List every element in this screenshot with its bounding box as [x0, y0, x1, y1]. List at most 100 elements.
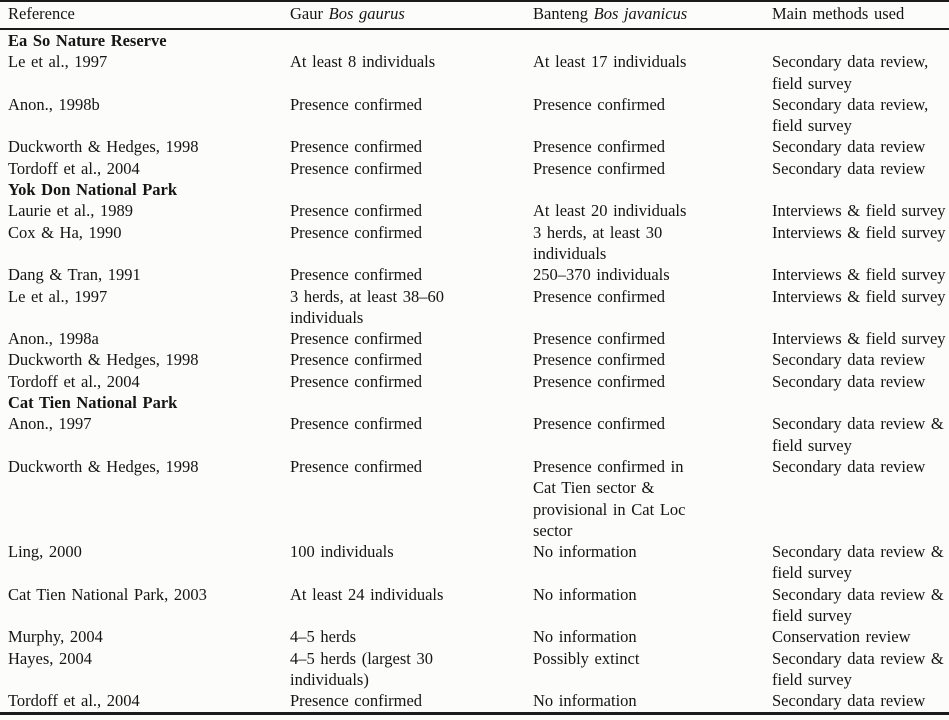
methods-cell: Secondary data review: [772, 691, 926, 711]
reference-cell: Cat Tien National Park, 2003: [8, 584, 207, 604]
table-row: Murphy, 2004 4–5 herds No information Conse…: [0, 626, 949, 647]
reference-cell: Tordoff et al., 2004: [8, 691, 140, 711]
banteng-cell: No information: [533, 542, 637, 562]
reference-cell: Le et al., 1997: [8, 52, 108, 72]
methods-cell: Interviews & field survey: [772, 222, 946, 242]
gaur-cell: 4–5 herds: [290, 627, 357, 647]
methods-cell: Interviews & field survey: [772, 265, 946, 285]
banteng-common-name: Banteng: [533, 4, 594, 24]
gaur-cell: Presence confirmed: [290, 329, 423, 349]
banteng-cell: No information: [533, 691, 637, 711]
reference-cell: Anon., 1998b: [8, 94, 100, 114]
reference-cell: Duckworth & Hedges, 1998: [8, 350, 199, 370]
section-row: Ea So Nature Reserve: [0, 29, 949, 51]
methods-cell: Secondary data review & field survey: [772, 414, 944, 455]
methods-cell: Secondary data review, field survey: [772, 52, 929, 93]
gaur-cell: Presence confirmed: [290, 350, 423, 370]
table-row: Hayes, 2004 4–5 herds (largest 30 individ…: [0, 648, 949, 691]
gaur-common-name: Gaur: [290, 4, 329, 24]
banteng-cell: Presence confirmed: [533, 94, 666, 114]
banteng-cell: 250–370 individuals: [533, 265, 670, 285]
methods-cell: Secondary data review: [772, 350, 926, 370]
banteng-cell: Presence confirmed: [533, 371, 666, 391]
gaur-cell: Presence confirmed: [290, 222, 423, 242]
methods-cell: Interviews & field survey: [772, 201, 946, 221]
column-header-gaur: Gaur Bos gaurus: [282, 1, 525, 30]
gaur-cell: Presence confirmed: [290, 456, 423, 476]
gaur-cell: Presence confirmed: [290, 137, 423, 157]
banteng-cell: At least 20 individuals: [533, 201, 687, 221]
gaur-cell: 4–5 herds (largest 30 individuals): [290, 648, 433, 689]
reference-cell: Ling, 2000: [8, 542, 82, 562]
banteng-cell: Presence confirmed: [533, 137, 666, 157]
methods-cell: Interviews & field survey: [772, 329, 946, 349]
table-row: Tordoff et al., 2004 Presence confirmed Pr…: [0, 158, 949, 179]
gaur-species-name: Bos gaurus: [328, 4, 405, 24]
section-title: Yok Don National Park: [8, 180, 178, 200]
column-header-reference: Reference: [0, 1, 282, 30]
table-row: Duckworth & Hedges, 1998 Presence confirm…: [0, 349, 949, 370]
gaur-cell: Presence confirmed: [290, 201, 423, 221]
section-title: Cat Tien National Park: [8, 393, 178, 413]
reference-cell: Duckworth & Hedges, 1998: [8, 137, 199, 157]
reference-cell: Dang & Tran, 1991: [8, 265, 141, 285]
reference-cell: Tordoff et al., 2004: [8, 371, 140, 391]
methods-cell: Secondary data review: [772, 158, 926, 178]
table-row: Anon., 1998b Presence confirmed Presence c…: [0, 94, 949, 137]
reference-cell: Tordoff et al., 2004: [8, 158, 140, 178]
column-header-methods: Main methods used: [764, 1, 949, 30]
gaur-cell: At least 8 individuals: [290, 52, 436, 72]
column-header-methods-label: Main methods used: [772, 4, 905, 24]
reference-cell: Duckworth & Hedges, 1998: [8, 456, 199, 476]
banteng-cell: Presence confirmed: [533, 350, 666, 370]
methods-cell: Conservation review: [772, 627, 911, 647]
gaur-cell: Presence confirmed: [290, 371, 423, 391]
reference-cell: Anon., 1998a: [8, 329, 99, 349]
gaur-cell: 100 individuals: [290, 542, 394, 562]
gaur-cell: Presence confirmed: [290, 691, 423, 711]
table-row: Tordoff et al., 2004 Presence confirmed Pr…: [0, 371, 949, 392]
table-row: Ling, 2000 100 individuals No information S…: [0, 541, 949, 584]
methods-cell: Secondary data review & field survey: [772, 648, 944, 689]
banteng-cell: Presence confirmed in Cat Tien sector & …: [533, 456, 686, 540]
methods-cell: Secondary data review, field survey: [772, 94, 929, 136]
banteng-cell: Presence confirmed: [533, 286, 666, 306]
table-body: Ea So Nature Reserve Le et al., 1997 At le…: [0, 29, 949, 713]
table-row: Cox & Ha, 1990 Presence confirmed 3 herds,…: [0, 222, 949, 265]
table-row: Duckworth & Hedges, 1998 Presence confirm…: [0, 136, 949, 157]
column-header-reference-label: Reference: [8, 4, 75, 24]
methods-cell: Secondary data review & field survey: [772, 584, 944, 626]
methods-cell: Secondary data review & field survey: [772, 542, 944, 583]
gaur-cell: 3 herds, at least 38–60 individuals: [290, 286, 444, 327]
banteng-cell: Presence confirmed: [533, 329, 666, 349]
banteng-cell: 3 herds, at least 30 individuals: [533, 222, 663, 263]
table-row: Anon., 1998a Presence confirmed Presence c…: [0, 328, 949, 349]
table-row: Cat Tien National Park, 2003 At least 24 …: [0, 584, 949, 627]
column-header-banteng: Banteng Bos javanicus: [525, 1, 764, 30]
table-row: Duckworth & Hedges, 1998 Presence confirm…: [0, 456, 949, 541]
gaur-cell: Presence confirmed: [290, 94, 423, 114]
reference-cell: Murphy, 2004: [8, 627, 103, 647]
methods-cell: Secondary data review: [772, 456, 926, 476]
gaur-cell: Presence confirmed: [290, 265, 423, 285]
methods-cell: Secondary data review: [772, 137, 926, 157]
banteng-cell: Possibly extinct: [533, 648, 640, 668]
reference-cell: Le et al., 1997: [8, 286, 108, 306]
banteng-cell: Presence confirmed: [533, 414, 666, 434]
methods-cell: Secondary data review: [772, 371, 926, 391]
section-row: Yok Don National Park: [0, 179, 949, 200]
banteng-cell: At least 17 individuals: [533, 52, 687, 72]
section-row: Cat Tien National Park: [0, 392, 949, 413]
table-row: Tordoff et al., 2004 Presence confirmed No…: [0, 690, 949, 713]
banteng-cell: No information: [533, 627, 637, 647]
banteng-species-name: Bos javanicus: [593, 4, 688, 24]
table-row: Dang & Tran, 1991 Presence confirmed 250–3…: [0, 264, 949, 285]
banteng-cell: Presence confirmed: [533, 158, 666, 178]
gaur-cell: Presence confirmed: [290, 158, 423, 178]
table-row: Le et al., 1997 At least 8 individuals At …: [0, 51, 949, 94]
table-row: Laurie et al., 1989 Presence confirmed At …: [0, 200, 949, 221]
gaur-cell: Presence confirmed: [290, 414, 423, 434]
banteng-cell: No information: [533, 584, 637, 604]
